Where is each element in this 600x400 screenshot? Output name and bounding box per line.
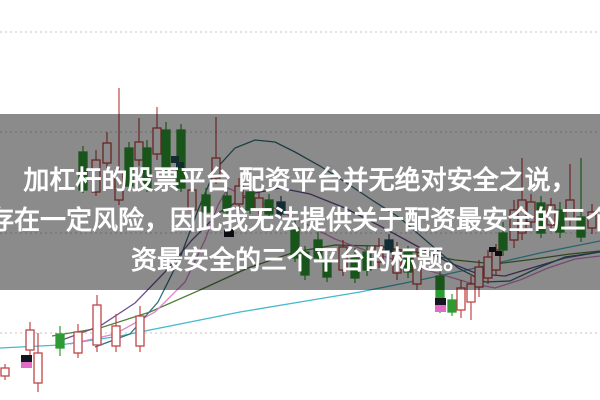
- headline-line-2: 存在一定风险，因此我无法提供关于配资最安全的三个: [0, 205, 600, 235]
- text-overlay-band: [0, 114, 600, 290]
- headline-caption: 加杠杆的股票平台 配资平台并无绝对安全之说， 存在一定风险，因此我无法提供关于配…: [0, 160, 600, 280]
- headline-line-3: 资最安全的三个平台的标题。: [130, 245, 469, 275]
- headline-line-1: 加杠杆的股票平台 配资平台并无绝对安全之说，: [23, 165, 577, 195]
